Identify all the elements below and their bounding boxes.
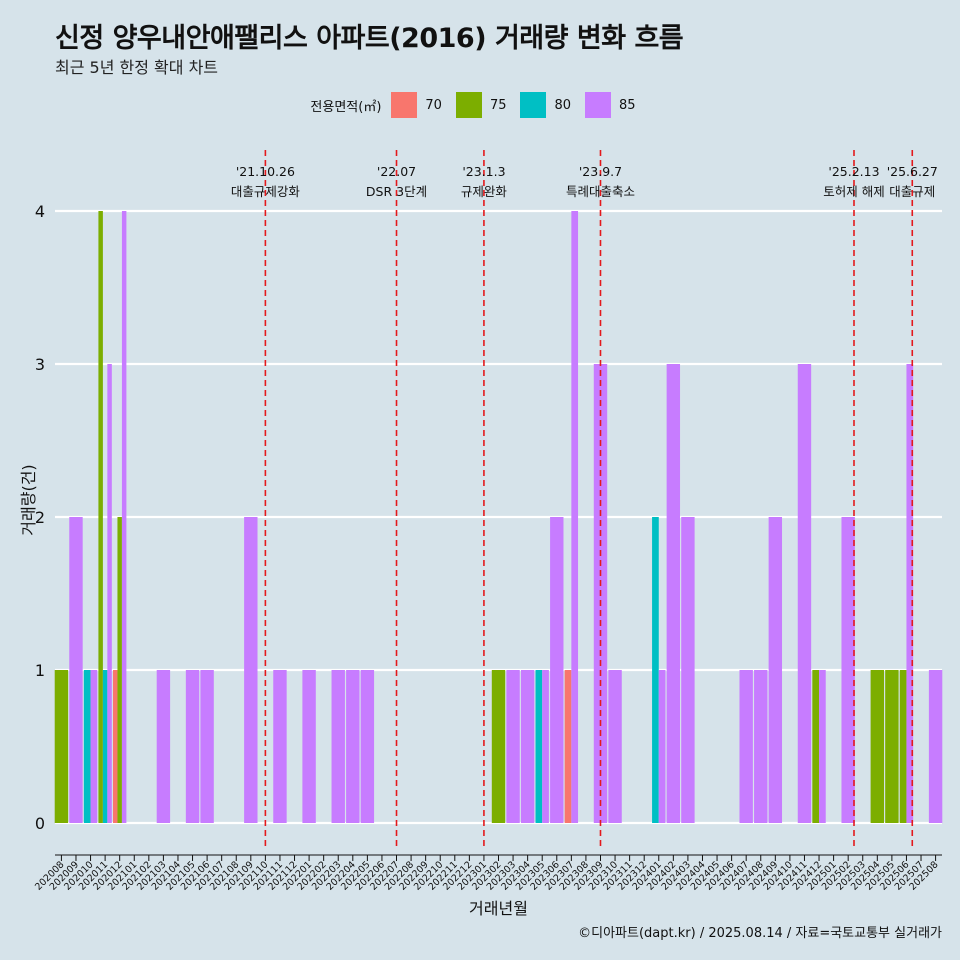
- bar-202502-85: [841, 517, 855, 823]
- y-tick-label: 1: [35, 661, 45, 680]
- bar-202401-85: [658, 670, 666, 823]
- legend-label-70: 70: [425, 97, 442, 113]
- bar-202303-85: [506, 670, 520, 823]
- event-date: '22.07: [377, 164, 416, 179]
- y-axis-title: 거래량(건): [19, 464, 38, 535]
- bar-202012-75: [117, 517, 122, 823]
- bar-202408-85: [754, 670, 768, 823]
- bar-202201-85: [302, 670, 316, 823]
- event-label: 토허제 해제: [823, 184, 884, 199]
- bar-202012-70: [112, 670, 118, 823]
- bar-202011-75: [98, 211, 103, 823]
- event-label: 규제완화: [461, 184, 508, 199]
- legend-title: 전용면적(㎡): [310, 99, 382, 115]
- legend-item-85: 85: [585, 92, 636, 118]
- event-date: '25.2.13: [828, 164, 879, 179]
- bar-202205-85: [360, 670, 375, 823]
- bar-202506-85: [906, 364, 914, 823]
- event-label: 대출규제: [889, 184, 935, 199]
- bar-202008-75: [54, 670, 69, 823]
- y-tick-label: 0: [35, 814, 45, 833]
- legend-swatch-70: [391, 92, 418, 118]
- bar-202105-85: [185, 670, 200, 823]
- chart-subtitle: 최근 5년 한정 확대 차트: [55, 58, 219, 77]
- bar-202103-85: [156, 670, 171, 823]
- bar-202111-85: [273, 670, 287, 823]
- bar-202508-85: [928, 670, 943, 823]
- bar-202407-85: [739, 670, 753, 823]
- bar-202412-85: [819, 670, 826, 823]
- event-label: 특례대출축소: [566, 184, 635, 199]
- bar-202106-85: [200, 670, 214, 823]
- bar-202307-85: [571, 211, 579, 823]
- bar-202009-85: [69, 517, 83, 823]
- legend-swatch-85: [585, 92, 612, 118]
- bar-202409-85: [768, 517, 783, 823]
- bar-202411-85: [797, 364, 812, 823]
- bar-202305-85: [542, 670, 549, 823]
- y-tick-label: 4: [35, 202, 45, 221]
- bar-202305-80: [535, 670, 543, 823]
- chart-title: 신정 양우내안애팰리스 아파트(2016) 거래량 변화 흐름: [55, 23, 684, 54]
- legend-swatch-75: [455, 92, 482, 118]
- bar-202306-85: [550, 517, 564, 823]
- x-axis-title: 거래년월: [469, 899, 528, 918]
- y-tick-label: 3: [35, 355, 45, 374]
- bar-202203-85: [331, 670, 345, 823]
- event-date: '25.6.27: [887, 164, 938, 179]
- bar-202505-75: [885, 670, 899, 823]
- legend-label-75: 75: [489, 97, 507, 113]
- event-date: '23.1.3: [462, 164, 505, 179]
- bar-202109-85: [244, 517, 258, 823]
- event-date: '21.10.26: [236, 164, 295, 179]
- bar-202302-75: [491, 670, 506, 823]
- bar-202307-70: [564, 670, 572, 823]
- bar-202012-85: [121, 211, 127, 823]
- event-date: '23.9.7: [579, 164, 622, 179]
- legend: 전용면적(㎡) 70 75 80 85: [0, 92, 960, 118]
- bar-202010-85: [90, 670, 98, 823]
- bar-202010-80: [83, 670, 91, 823]
- bar-202310-85: [608, 670, 622, 823]
- bar-202506-75: [899, 670, 907, 823]
- y-tick-label: 2: [35, 508, 45, 527]
- chart-caption: ©디아파트(dapt.kr) / 2025.08.14 / 자료=국토교통부 실…: [578, 926, 942, 941]
- bar-202401-80: [652, 517, 659, 823]
- bar-202403-85: [681, 517, 695, 823]
- bar-202304-85: [520, 670, 535, 823]
- legend-item-80: 80: [520, 92, 571, 118]
- bar-202504-75: [870, 670, 885, 823]
- bar-202011-85: [107, 364, 112, 823]
- legend-item-75: 75: [455, 92, 507, 118]
- bar-202402-85: [666, 364, 681, 823]
- bar-202204-85: [346, 670, 360, 823]
- bar-202011-80: [102, 670, 108, 823]
- legend-label-80: 80: [554, 97, 572, 113]
- legend-item-70: 70: [391, 92, 442, 118]
- legend-label-85: 85: [619, 97, 636, 113]
- event-label: DSR 3단계: [366, 184, 427, 199]
- bar-202412-75: [812, 670, 820, 823]
- legend-swatch-80: [520, 92, 547, 118]
- event-label: 대출규제강화: [231, 184, 301, 199]
